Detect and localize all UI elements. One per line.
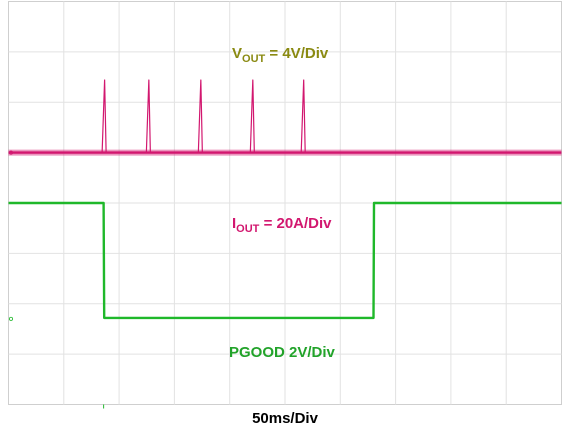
spike-iout	[145, 79, 151, 153]
iout-label: IOUT = 20A/Div	[232, 215, 332, 235]
traces	[8, 79, 562, 409]
ground-marker-iout	[8, 150, 13, 155]
trace-iout-noise	[8, 149, 562, 156]
pgood-label: PGOOD 2V/Div	[229, 344, 336, 361]
spike-iout	[197, 79, 203, 153]
ground-marker-pgood	[8, 316, 13, 321]
vout-label: VOUT = 4V/Div	[232, 45, 329, 65]
spike-iout	[249, 79, 255, 153]
trace-pgood	[8, 201, 562, 320]
timebase-label: 50ms/Div	[252, 410, 319, 427]
spike-iout	[300, 79, 306, 153]
spike-iout	[101, 79, 107, 153]
